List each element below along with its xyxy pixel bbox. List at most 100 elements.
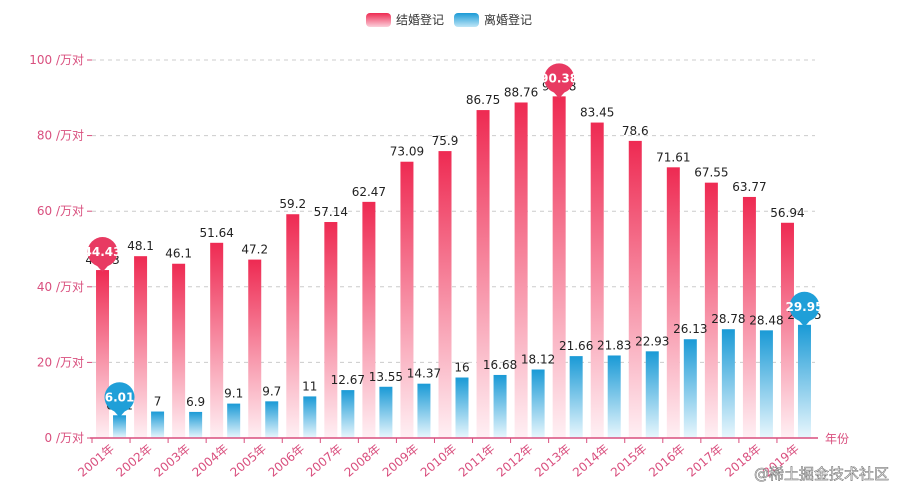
marker-label: 90.38: [540, 71, 578, 85]
bar-marriage[interactable]: [210, 242, 224, 438]
bar-marriage[interactable]: [172, 263, 186, 438]
bar-marriage[interactable]: [476, 110, 490, 439]
value-label-divorce: 9.1: [224, 387, 243, 401]
bar-divorce[interactable]: [113, 415, 127, 438]
bar-marriage[interactable]: [324, 222, 338, 438]
bar-divorce[interactable]: [759, 330, 773, 438]
legend-label-divorce: 离婚登记: [484, 12, 532, 27]
highlight-marker-divorce[interactable]: 6.01: [104, 382, 135, 418]
highlight-markers: 44.43 90.38 6.01 29.95: [84, 63, 823, 418]
value-label-marriage: 48.1: [127, 239, 154, 253]
value-label-marriage: 51.64: [200, 226, 234, 240]
value-label-marriage: 78.6: [622, 124, 649, 138]
bar-divorce[interactable]: [417, 383, 431, 438]
bar-marriage[interactable]: [704, 182, 718, 438]
bar-divorce[interactable]: [151, 411, 165, 438]
value-label-marriage: 56.94: [770, 206, 804, 220]
bar-marriage[interactable]: [286, 214, 300, 438]
value-label-marriage: 75.9: [432, 134, 459, 148]
value-label-marriage: 57.14: [314, 205, 348, 219]
bar-divorce[interactable]: [797, 324, 811, 438]
value-label-marriage: 59.2: [279, 197, 306, 211]
bar-divorce[interactable]: [683, 339, 697, 438]
legend-item-divorce[interactable]: 离婚登记: [454, 12, 532, 27]
bar-divorce[interactable]: [721, 329, 735, 438]
legend-swatch-divorce: [454, 13, 479, 27]
value-label-marriage: 73.09: [390, 145, 424, 159]
bar-marriage[interactable]: [134, 256, 148, 438]
value-label-marriage: 83.45: [580, 106, 614, 120]
x-tick-label: 2016年: [646, 442, 688, 480]
bar-divorce[interactable]: [493, 374, 507, 438]
marker-bubble: [104, 382, 135, 413]
x-tick-label: 2008年: [342, 442, 384, 480]
bar-divorce[interactable]: [379, 386, 393, 438]
value-label-divorce: 26.13: [673, 322, 707, 336]
x-tick-label: 2003年: [151, 442, 193, 480]
bar-divorce[interactable]: [569, 356, 583, 438]
value-label-divorce: 9.7: [262, 384, 281, 398]
bar-marriage[interactable]: [590, 122, 604, 439]
value-label-divorce: 18.12: [521, 353, 555, 367]
x-tick-label: 2014年: [570, 442, 612, 480]
bar-marriage[interactable]: [96, 270, 110, 438]
marker-label: 6.01: [105, 390, 135, 404]
bar-divorce[interactable]: [265, 401, 279, 438]
value-label-divorce: 11: [302, 379, 317, 393]
bar-divorce[interactable]: [531, 369, 545, 438]
marker-label: 29.95: [785, 300, 823, 314]
bar-divorce[interactable]: [189, 411, 203, 438]
bar-divorce[interactable]: [455, 377, 469, 438]
x-tick-label: 2006年: [266, 442, 308, 480]
bar-marriage[interactable]: [400, 161, 414, 439]
marker-bubble: [789, 291, 820, 322]
x-tick-label: 2007年: [304, 442, 346, 480]
legend-item-marriage[interactable]: 结婚登记: [366, 12, 444, 27]
y-axis: 0 /万对 20 /万对 40 /万对 60 /万对 80 /万对 100 /万对: [29, 53, 92, 445]
value-label-divorce: 13.55: [369, 370, 403, 384]
value-label-marriage: 88.76: [504, 85, 538, 99]
bar-marriage[interactable]: [248, 259, 262, 438]
y-tick-label: 20 /万对: [37, 355, 84, 369]
bar-marriage[interactable]: [780, 222, 794, 438]
bar-marriage[interactable]: [514, 102, 528, 439]
marker-pointer: [94, 263, 111, 273]
bar-marriage[interactable]: [552, 96, 566, 439]
highlight-marker-divorce[interactable]: 29.95: [785, 291, 823, 327]
x-tick-label: 2011年: [456, 442, 498, 480]
value-label-divorce: 21.83: [597, 338, 631, 352]
marker-pointer: [551, 89, 568, 99]
highlight-marker-marriage[interactable]: 90.38: [540, 63, 578, 99]
bar-marriage[interactable]: [666, 167, 680, 438]
bar-divorce[interactable]: [607, 355, 621, 438]
x-tick-label: 2002年: [113, 442, 155, 480]
bar-marriage[interactable]: [742, 196, 756, 438]
bar-marriage[interactable]: [628, 140, 642, 438]
x-tick-label: 2001年: [75, 442, 117, 480]
value-label-divorce: 16.68: [483, 358, 517, 372]
x-tick-label: 2015年: [608, 442, 650, 480]
value-label-marriage: 47.2: [241, 243, 268, 257]
bar-marriage[interactable]: [438, 151, 452, 438]
x-axis-title: 年份: [825, 432, 849, 446]
marker-label: 44.43: [84, 245, 122, 259]
bar-divorce[interactable]: [341, 390, 355, 438]
value-label-divorce: 14.37: [407, 367, 441, 381]
bar-marriage[interactable]: [362, 201, 376, 438]
bar-divorce[interactable]: [227, 403, 241, 438]
y-tick-label: 40 /万对: [37, 280, 84, 294]
marker-pointer: [796, 317, 813, 327]
highlight-marker-marriage[interactable]: 44.43: [84, 237, 122, 273]
y-tick-label: 0 /万对: [45, 431, 85, 445]
bar-divorce[interactable]: [645, 351, 659, 438]
x-tick-label: 2017年: [684, 442, 726, 480]
x-axis: 年份 2001年2002年2003年2004年2005年2006年2007年20…: [75, 432, 849, 480]
value-label-marriage: 86.75: [466, 93, 500, 107]
value-label-divorce: 21.66: [559, 339, 593, 353]
x-tick-label: 2004年: [190, 442, 232, 480]
marker-bubble: [544, 63, 575, 94]
x-tick-label: 2010年: [418, 442, 460, 480]
value-label-divorce: 28.48: [749, 313, 783, 327]
bar-divorce[interactable]: [303, 396, 317, 438]
